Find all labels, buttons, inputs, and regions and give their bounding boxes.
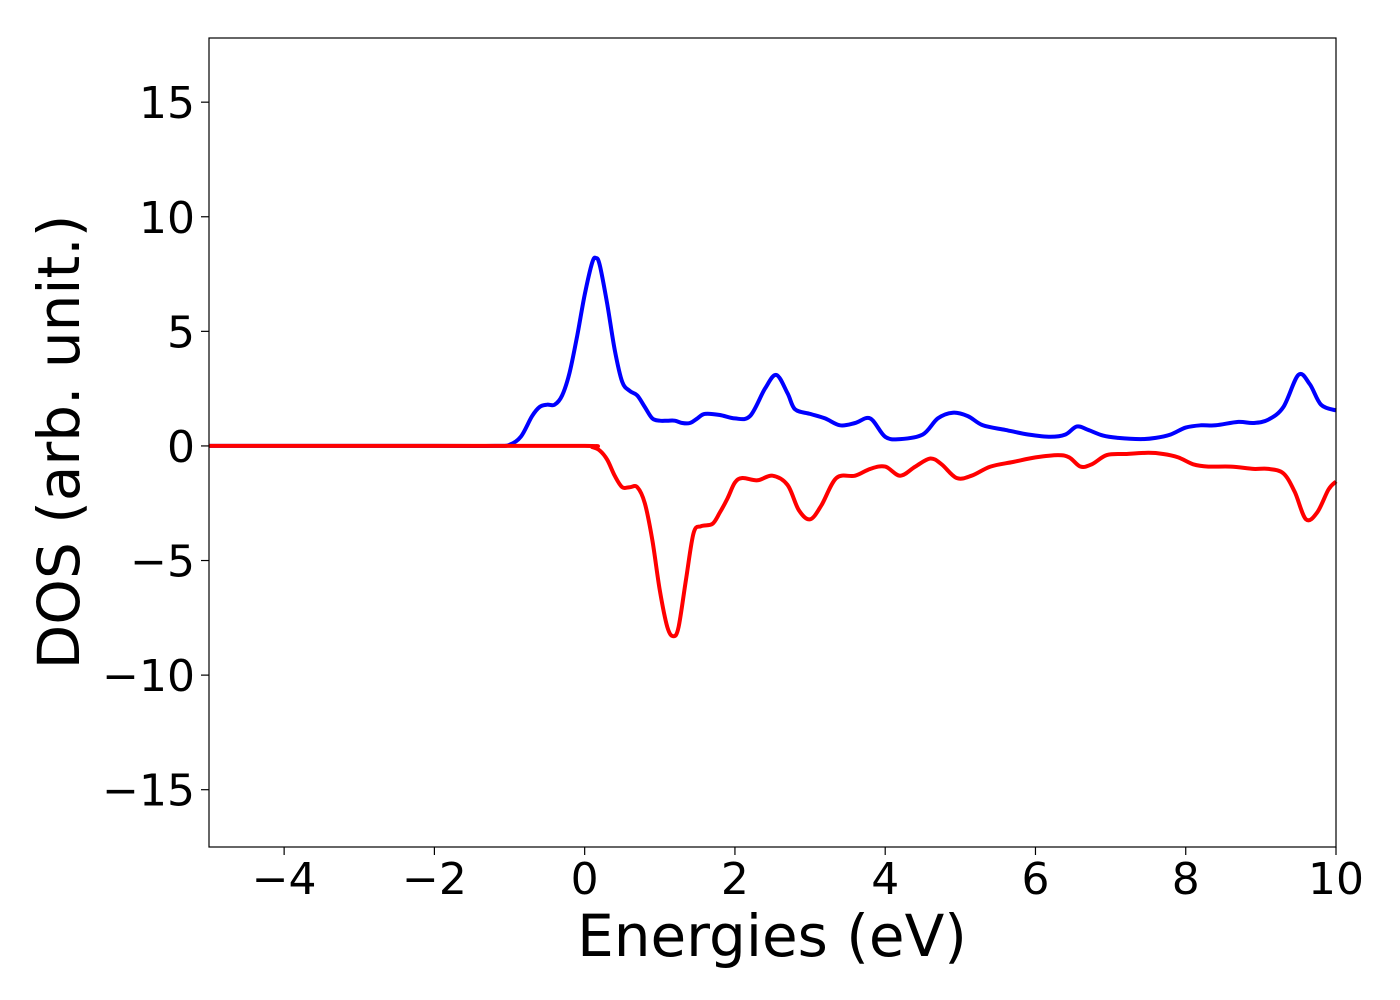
x-axis: −4 −2 0 2 4 6 8 10 bbox=[252, 847, 1364, 905]
y-tick-label: 5 bbox=[167, 307, 195, 358]
x-tick-label: 2 bbox=[721, 854, 749, 905]
series-line-blue bbox=[209, 255, 1337, 448]
x-axis-label: Energies (eV) bbox=[577, 902, 967, 970]
x-tick-label: 0 bbox=[571, 854, 599, 905]
x-tick-label: −4 bbox=[252, 854, 317, 905]
y-axis-label: DOS (arb. unit.) bbox=[25, 215, 93, 670]
x-tick-label: 6 bbox=[1021, 854, 1049, 905]
plot-frame bbox=[208, 37, 1337, 848]
y-tick-label: −15 bbox=[102, 766, 195, 817]
y-tick-label: −10 bbox=[102, 651, 195, 702]
series-line-red bbox=[209, 443, 1338, 639]
y-tick-label: 10 bbox=[139, 193, 195, 244]
x-tick-label: 8 bbox=[1172, 854, 1200, 905]
series-layer bbox=[209, 255, 1338, 639]
x-tick-label: 4 bbox=[871, 854, 899, 905]
y-tick-label: 0 bbox=[167, 422, 195, 473]
x-tick-label: −2 bbox=[402, 854, 467, 905]
y-tick-label: −5 bbox=[130, 537, 195, 588]
x-tick-label: 10 bbox=[1308, 854, 1364, 905]
y-tick-label: 15 bbox=[139, 78, 195, 129]
y-axis: 15 10 5 0 −5 −10 −15 bbox=[102, 78, 209, 817]
